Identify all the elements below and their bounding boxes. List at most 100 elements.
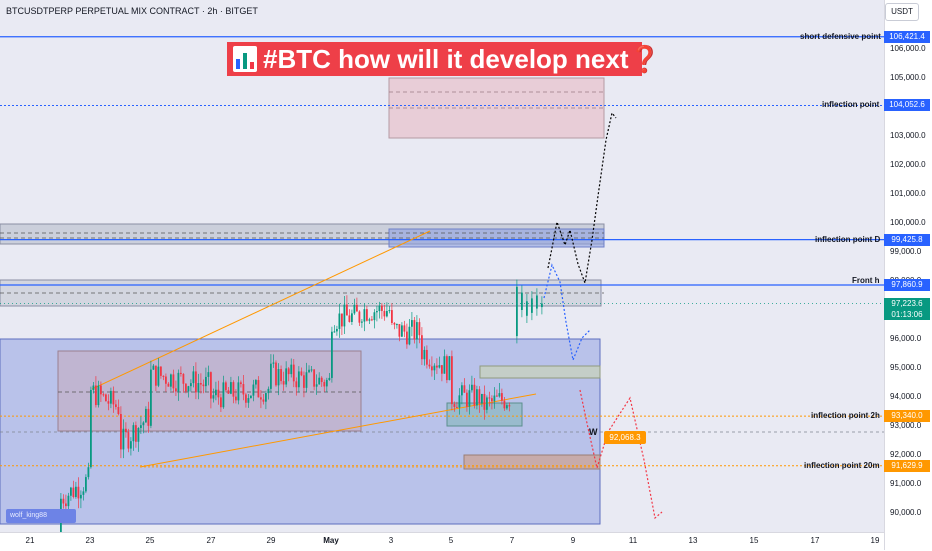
candle-body (366, 309, 368, 321)
candle-body (287, 368, 290, 375)
candle-body (77, 486, 80, 499)
candle-body (100, 385, 102, 395)
candle-body (255, 380, 257, 385)
question-mark-icon: ❓ (628, 44, 661, 74)
current-price-badge[interactable]: 97,223.6 01:13:06 (884, 297, 930, 320)
currency-selector[interactable]: USDT (885, 3, 919, 21)
level-price-badge[interactable]: 93,340.0 (884, 410, 930, 423)
level-price-badge[interactable]: 97,860.9 (884, 279, 930, 292)
candle-body (308, 369, 310, 373)
candle-body (125, 428, 127, 433)
candle-body (185, 383, 187, 392)
candle-body (348, 315, 351, 322)
candle-body (292, 364, 295, 382)
candle-body (508, 405, 511, 407)
candle-body (205, 376, 207, 387)
candle-body (260, 397, 262, 400)
candle-body (97, 385, 100, 406)
candle-body (245, 394, 247, 403)
level-label: inflection point 2h (811, 411, 880, 421)
candle-body (282, 381, 285, 385)
candle-body (373, 312, 376, 321)
price-tick-label: 106,000.0 (890, 44, 926, 53)
candle-body (72, 487, 75, 497)
candle-body (140, 425, 142, 429)
candle-body (167, 383, 170, 387)
candle-body (197, 383, 200, 393)
candle-body (408, 326, 411, 345)
candle-body (503, 400, 506, 409)
candle-body (232, 382, 235, 397)
candle-body (297, 371, 300, 388)
price-tick-label: 92,000.0 (890, 450, 922, 459)
candle-body (331, 331, 333, 378)
candle-body (468, 390, 471, 407)
date-tick-label: 17 (810, 536, 820, 545)
candle-body (170, 374, 172, 387)
candle-body (120, 414, 122, 450)
candle-body (257, 380, 260, 398)
candle-body (177, 372, 180, 392)
candle-body (262, 399, 265, 402)
candle-body (272, 362, 275, 364)
candle-body (240, 382, 242, 385)
level-price-badge[interactable]: 99,425.8 (884, 233, 930, 246)
candle-body (303, 375, 305, 388)
consolidation-zone (57, 350, 362, 432)
projection-path-red (579, 389, 663, 520)
candle-body (313, 369, 316, 387)
candle-body (325, 379, 328, 387)
price-tick-label: 99,000.0 (890, 247, 922, 256)
candle-body (117, 406, 120, 415)
candle-body (80, 494, 82, 499)
candle-body (521, 292, 523, 310)
candle-body (207, 372, 210, 377)
candle-body (172, 374, 175, 389)
price-axis[interactable] (884, 0, 932, 550)
candle-body (210, 372, 212, 399)
candle-countdown: 01:13:06 (891, 309, 923, 319)
price-tick-label: 94,000.0 (890, 392, 922, 401)
candle-body (182, 373, 185, 384)
candle-body (363, 309, 366, 322)
candle-body (461, 385, 463, 396)
candle-body (423, 349, 426, 360)
candle-body (396, 324, 398, 326)
date-tick-label: 7 (509, 536, 515, 545)
level-price-badge[interactable]: 104,052.6 (884, 99, 930, 112)
candle-body (110, 390, 112, 404)
level-label: Front h (852, 276, 880, 286)
front-h-band (0, 279, 602, 307)
candle-body (401, 325, 403, 337)
candle-body (473, 384, 476, 406)
date-tick-label: 11 (628, 536, 638, 545)
candle-body (277, 369, 280, 386)
candle-body (212, 395, 215, 399)
candle-body (446, 356, 448, 381)
level-price-badge[interactable]: 106,421.4 (884, 30, 930, 43)
candle-body (137, 428, 140, 442)
candle-body (192, 371, 195, 384)
candle-body (142, 422, 145, 426)
candle-body (381, 305, 383, 311)
price-tick-label: 91,000.0 (890, 479, 922, 488)
candle-body (531, 298, 533, 313)
candle-body (501, 393, 503, 401)
candle-body (346, 304, 348, 316)
time-axis[interactable] (0, 532, 884, 551)
candle-body (428, 364, 431, 367)
date-tick-label: 9 (570, 536, 576, 545)
candle-body (147, 408, 150, 426)
candle-body (458, 395, 461, 408)
candle-body (343, 304, 346, 327)
candle-body (67, 495, 70, 507)
level-price-badge[interactable]: 91,629.9 (884, 459, 930, 472)
candle-body (82, 491, 85, 495)
candle-body (285, 368, 288, 385)
candle-body (391, 310, 393, 323)
date-tick-label: 27 (206, 536, 216, 545)
candle-body (250, 395, 252, 399)
candle-body (107, 401, 110, 404)
candle-body (376, 311, 378, 313)
candle-body (187, 386, 190, 392)
